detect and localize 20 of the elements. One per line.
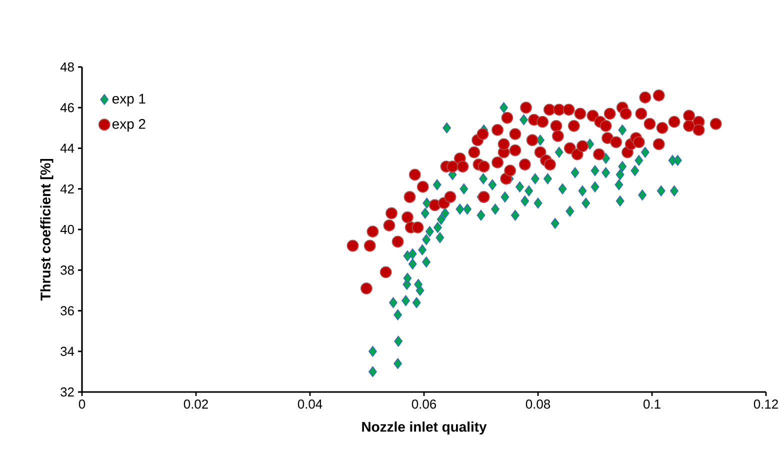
y-tick-label: 46 <box>60 103 74 112</box>
y-tick-label: 38 <box>60 266 74 275</box>
y-tick-label: 42 <box>60 184 74 194</box>
y-tick-label: 44 <box>60 144 74 153</box>
y-tick-label: 48 <box>60 62 74 72</box>
x-tick-label: 0 <box>78 400 86 409</box>
y-tick-label: 34 <box>60 346 74 356</box>
legend-label: exp 2 <box>112 119 146 132</box>
x-tick-label: 0.1 <box>644 400 660 409</box>
y-tick-label: 36 <box>60 306 74 316</box>
x-tick-label: 0.06 <box>412 400 436 409</box>
legend-label: exp 1 <box>112 94 146 106</box>
x-tick-label: 0.08 <box>526 400 550 409</box>
y-tick-label: 32 <box>60 387 74 397</box>
x-tick-label: 0.02 <box>184 400 208 409</box>
x-tick-label: 0.04 <box>298 400 322 409</box>
x-tick-label: 0.12 <box>754 400 778 409</box>
y-axis-title: Thrust coefficient [%] <box>40 159 54 301</box>
y-tick-label: 40 <box>60 224 74 234</box>
x-axis-title: Nozzle inlet quality <box>362 422 487 435</box>
